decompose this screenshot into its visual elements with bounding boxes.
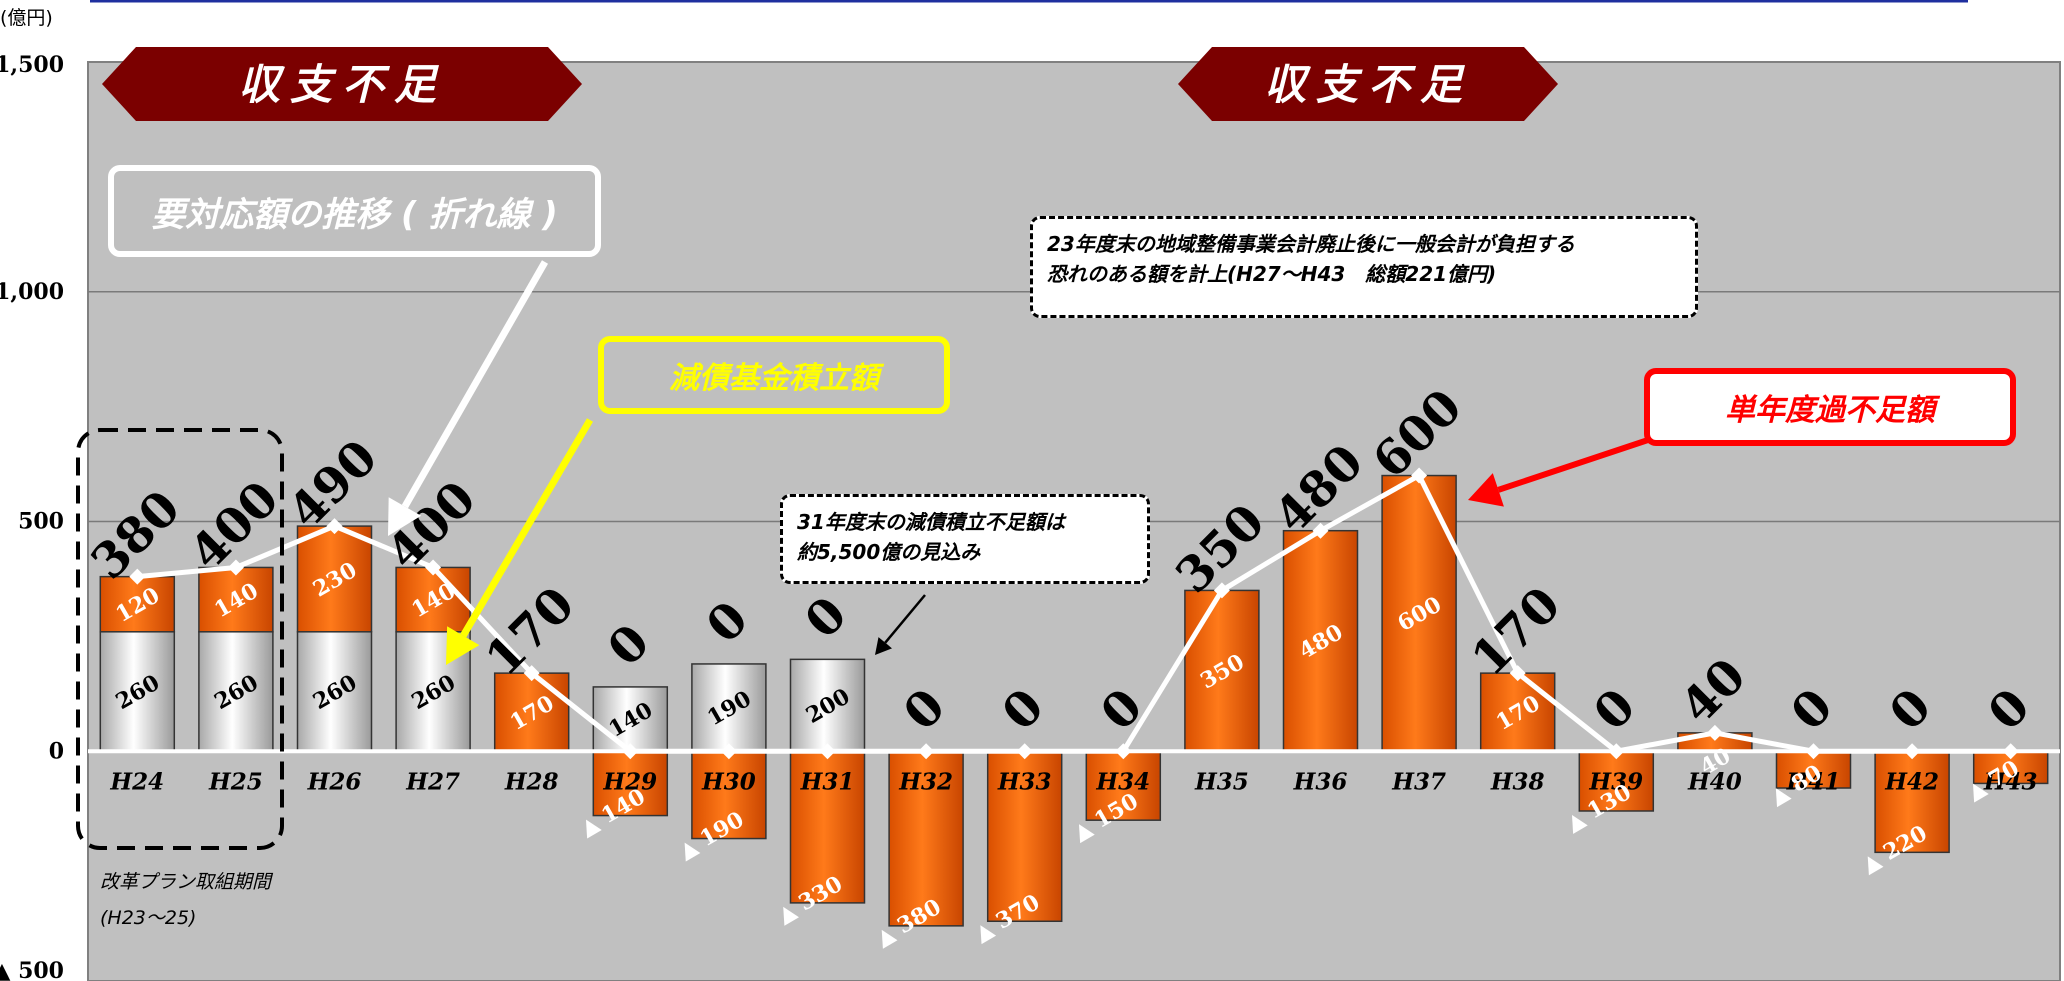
fund-bar [296,631,373,753]
fund-series-callout: 減債基金積立額 [598,336,950,414]
line-marker [326,518,343,535]
x-tick-label: H37 [1391,768,1446,795]
line-marker [523,665,540,682]
balance-bar [986,750,1063,923]
line-marker [425,559,442,576]
y-tick-label: 0 [49,738,64,764]
balance-callout-arrow-head [1468,473,1504,507]
x-tick-label: H24 [109,768,164,795]
y-axis-unit-label: (億円) [0,7,53,29]
y-tick-label: 500 [18,509,64,535]
fund-bar [691,663,767,753]
y-tick-label: 1,500 [0,52,64,78]
line-marker [227,559,244,576]
balance-bar [395,566,471,633]
x-tick-label: H38 [1490,768,1545,795]
line-marker [1805,743,1822,760]
line-marker [1706,724,1723,741]
balance-bar [1874,750,1950,854]
x-tick-label: H28 [504,768,559,795]
x-tick-label: H42 [1884,768,1939,795]
fund-bar [592,686,669,752]
x-tick-label: H25 [208,768,263,795]
line-callout-arrow [401,260,549,509]
line-marker [819,743,836,760]
line-marker [1608,743,1625,760]
x-tick-label: H43 [1983,768,2038,795]
x-tick-label: H36 [1293,768,1348,795]
y-tick-label: 1,000 [0,279,64,305]
reform-period-frame [76,428,284,850]
line-marker [720,743,737,760]
x-tick-label: H39 [1588,768,1643,795]
x-tick-label: H32 [898,768,953,795]
x-tick-label: H26 [307,768,362,795]
reform-period-label: 改革プラン取組期間 (H23～25) [100,871,272,929]
balance-series-callout: 単年度過不足額 [1644,368,2016,446]
shortfall-note-arrow [884,594,926,644]
requirement-line [137,473,2011,754]
regional-account-note: 23年度末の地域整備事業会計廃止後に一般会計が負担する 恐れのある額を計上(H2… [1030,216,1698,318]
line-marker [129,568,146,585]
x-tick-label: H41 [1786,768,1841,795]
balance-bar [691,750,767,840]
x-tick-label: H35 [1194,768,1249,795]
fund-bar [198,631,274,753]
line-marker [1509,665,1526,682]
deficit-banner-label: 収支不足 [238,60,446,109]
x-tick-label: H27 [405,768,460,795]
line-marker [1312,522,1329,539]
shortfall-note-arrow-head [875,637,893,655]
y-tick-label: ▲ 500 [0,958,64,981]
x-tick-label: H31 [800,768,855,795]
balance-callout-arrow [1497,437,1649,493]
balance-bar [1578,750,1655,812]
fund-callout-arrow-head [446,626,480,665]
balance-bar [1282,529,1359,752]
balance-bar [99,575,176,633]
fund-callout-arrow [460,418,594,638]
line-marker [622,743,639,760]
line-marker [1016,743,1033,760]
balance-bar [1085,750,1162,821]
line-marker [2002,743,2019,760]
line-marker [1213,582,1230,599]
x-tick-label: H30 [701,768,756,795]
deficit-banner [102,47,582,121]
deficit-banner [1178,47,1558,121]
fund-bar [99,631,176,753]
x-tick-label: H34 [1095,768,1150,795]
line-marker [1115,743,1132,760]
x-tick-label: H40 [1687,768,1742,795]
fund-bar [789,658,866,752]
line-marker [1411,467,1428,484]
x-tick-label: H29 [602,768,657,795]
fund-shortfall-note: 31年度末の減債積立不足額は 約5,500億の見込み [780,494,1150,584]
balance-bar [1184,589,1260,752]
line-callout-arrow-head [388,497,422,536]
balance-bar [592,750,669,817]
x-tick-label: H33 [997,768,1052,795]
line-marker [1904,743,1921,760]
line-marker [918,743,935,760]
line-series-callout: 要対応額の推移 ( 折れ線 ) [108,165,601,257]
deficit-banner-label: 収支不足 [1264,60,1472,109]
